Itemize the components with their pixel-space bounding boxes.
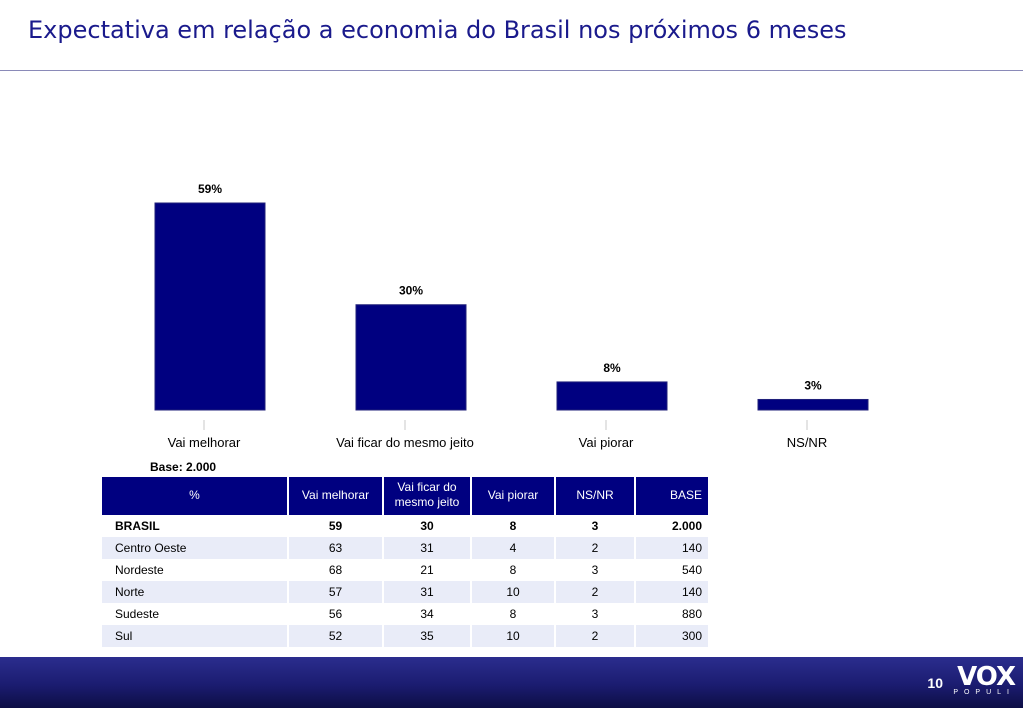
table-cell: 540: [635, 559, 708, 581]
table-cell: 8: [471, 603, 556, 625]
table-row: Centro Oeste 63 31 4 2 140: [102, 537, 708, 559]
table-cell: 35: [383, 625, 472, 647]
bar-value-label: 59%: [198, 182, 222, 196]
page-title: Expectativa em relação a economia do Bra…: [28, 16, 847, 44]
table-cell: 31: [383, 581, 472, 603]
table-cell: 52: [288, 625, 384, 647]
table-header-cell: Vai piorar: [471, 477, 556, 514]
table-cell: 68: [288, 559, 384, 581]
table-cell: 56: [288, 603, 384, 625]
table-header-cell: %: [102, 477, 289, 514]
bar: [355, 304, 467, 411]
table-header-cell: Vai ficar do mesmo jeito: [383, 477, 472, 514]
row-label-cell: Sul: [102, 625, 289, 647]
title-divider: [0, 70, 1023, 71]
page-number: 10: [927, 675, 943, 691]
table-cell: 8: [471, 559, 556, 581]
table-cell: 140: [635, 537, 708, 559]
table-cell: 3: [555, 603, 636, 625]
table-cell: 63: [288, 537, 384, 559]
table-cell: 10: [471, 625, 556, 647]
table-cell: 4: [471, 537, 556, 559]
row-label-cell: Sudeste: [102, 603, 289, 625]
bar-value-label: 3%: [804, 378, 822, 392]
table-cell: 8: [471, 513, 556, 537]
vox-populi-logo: VOX POPULI: [947, 662, 1016, 703]
category-label: Vai piorar: [579, 435, 634, 450]
row-label-cell: Nordeste: [102, 559, 289, 581]
table-header-row: % Vai melhorar Vai ficar do mesmo jeito …: [102, 477, 708, 514]
results-table: % Vai melhorar Vai ficar do mesmo jeito …: [102, 477, 708, 647]
row-label-cell: Norte: [102, 581, 289, 603]
bar-value-label: 30%: [399, 284, 423, 298]
table-cell: 3: [555, 559, 636, 581]
bar: [556, 381, 668, 411]
bar: [757, 398, 869, 411]
table-cell: 57: [288, 581, 384, 603]
table-cell: 59: [288, 513, 384, 537]
logo-main-text: VOX: [957, 662, 1016, 692]
row-label-cell: Centro Oeste: [102, 537, 289, 559]
bar-chart: 59% Vai melhorar 30% Vai ficar do mesmo jei…: [154, 182, 869, 450]
table-cell: 2.000: [635, 513, 708, 537]
category-label: Vai melhorar: [168, 435, 241, 450]
table-cell: 880: [635, 603, 708, 625]
footer-bar: 10 VOX POPULI: [0, 657, 1023, 708]
table-cell: 10: [471, 581, 556, 603]
table-header-cell: NS/NR: [555, 477, 636, 514]
table-row: BRASIL 59 30 8 3 2.000: [102, 513, 708, 537]
table-cell: 300: [635, 625, 708, 647]
table-row: Nordeste 68 21 8 3 540: [102, 559, 708, 581]
table-row: Sudeste 56 34 8 3 880: [102, 603, 708, 625]
logo-sub-text: POPULI: [953, 689, 1015, 696]
category-label: Vai ficar do mesmo jeito: [336, 435, 474, 450]
table-cell: 30: [383, 513, 472, 537]
table-cell: 2: [555, 537, 636, 559]
table-row: Norte 57 31 10 2 140: [102, 581, 708, 603]
table-header-cell: BASE: [635, 477, 708, 514]
table-cell: 2: [555, 581, 636, 603]
table-cell: 21: [383, 559, 472, 581]
base-note: Base: 2.000: [150, 460, 217, 474]
table-row: Sul 52 35 10 2 300: [102, 625, 708, 647]
table-header-cell: Vai melhorar: [288, 477, 384, 514]
table-cell: 140: [635, 581, 708, 603]
bar: [154, 202, 266, 411]
table-cell: 2: [555, 625, 636, 647]
table-cell: 31: [383, 537, 472, 559]
category-label: NS/NR: [787, 435, 827, 450]
bar-value-label: 8%: [603, 361, 621, 375]
table-cell: 34: [383, 603, 472, 625]
table-cell: 3: [555, 513, 636, 537]
row-label-cell: BRASIL: [102, 513, 289, 537]
